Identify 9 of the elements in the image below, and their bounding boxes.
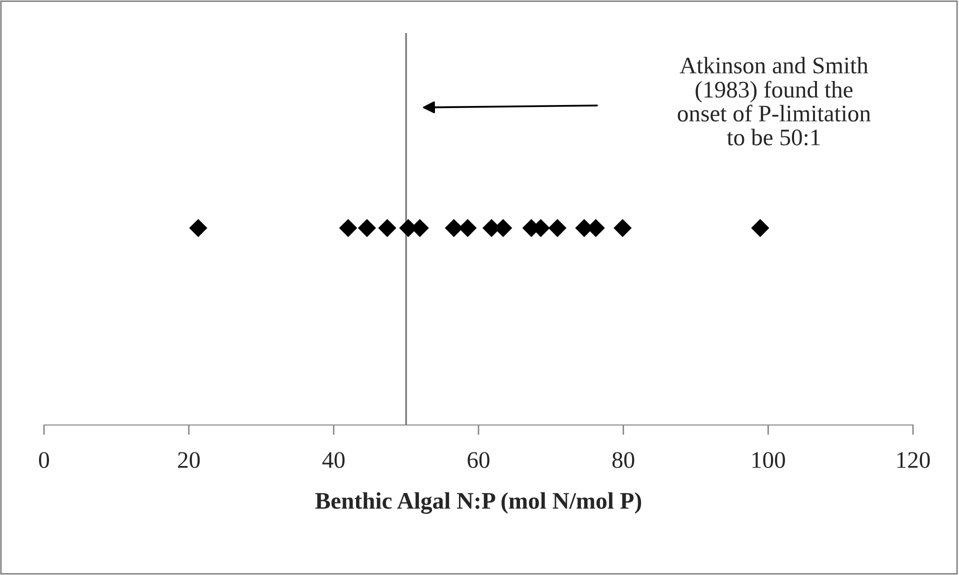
x-tick-label: 20 [178, 452, 200, 468]
x-tick-label: 0 [38, 452, 50, 468]
x-tick-label: 120 [897, 452, 930, 468]
x-axis-title: Benthic Algal N:P (mol N/mol P) [315, 492, 642, 514]
x-tick-label: 80 [612, 452, 634, 468]
x-tick-label: 60 [468, 452, 490, 468]
annotation: Atkinson and Smith (1983) found the onset of P-limitation to be 50:1 [678, 56, 871, 146]
x-tick-label: 40 [322, 452, 345, 468]
x-tick-label: 100 [752, 452, 785, 468]
